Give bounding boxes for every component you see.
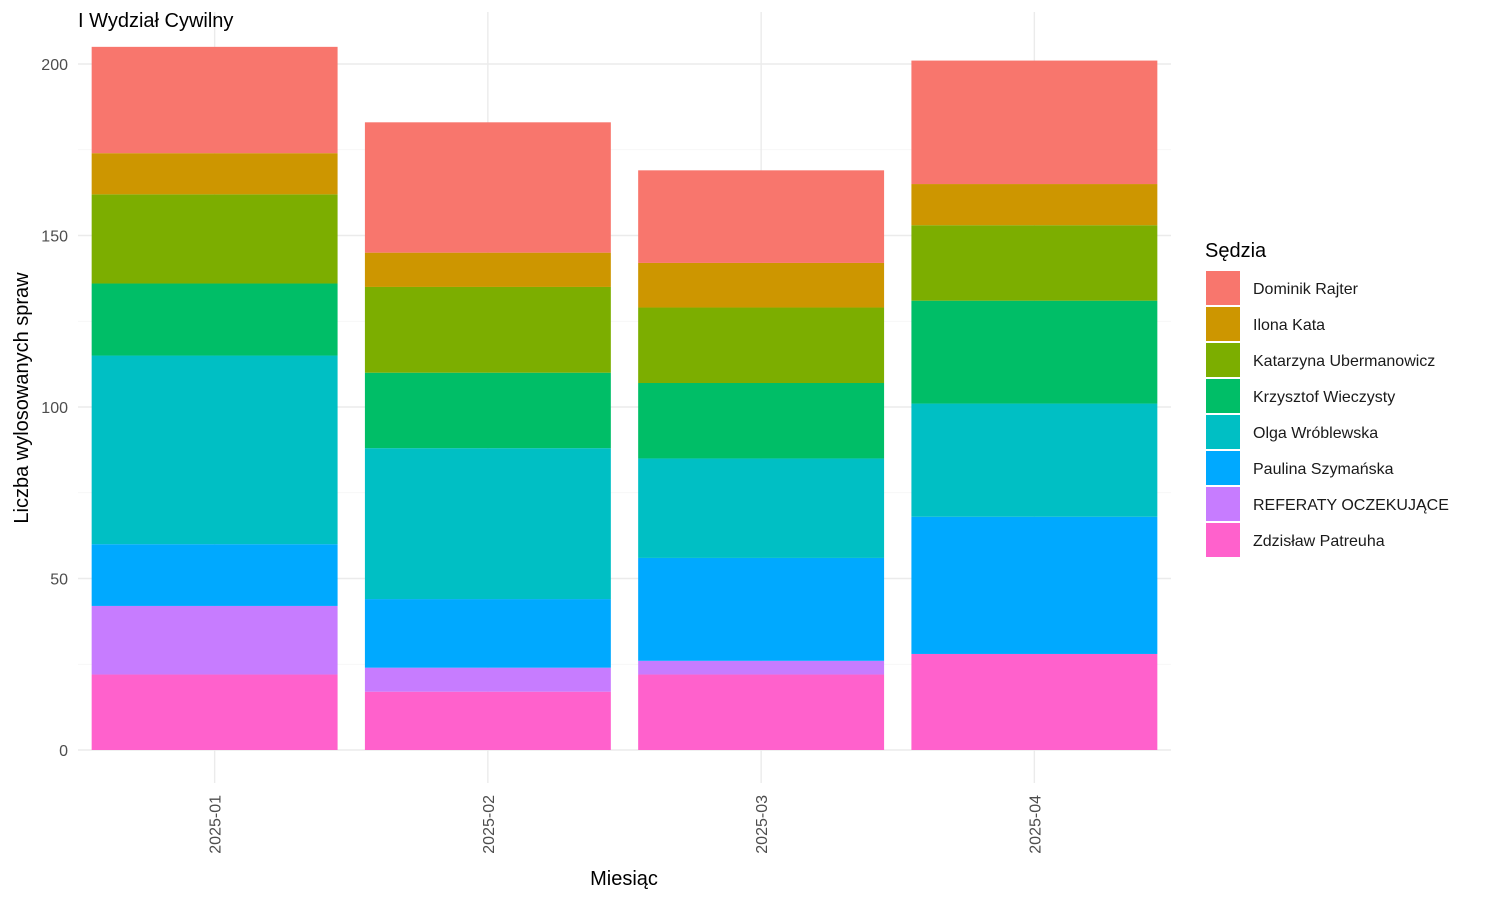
legend-swatch [1206,379,1240,413]
legend-label: Dominik Rajter [1253,281,1359,298]
legend-swatch [1206,523,1240,557]
x-tick-label: 2025-04 [1027,795,1044,854]
bar-segment [911,184,1158,226]
x-tick-label: 2025-03 [754,795,771,854]
y-tick-label: 50 [50,572,68,589]
bar-segment [638,170,885,263]
y-tick-label: 0 [59,743,68,760]
chart-title: I Wydział Cywilny [78,10,233,32]
bar-segment [911,516,1158,654]
bar-segment [91,674,338,750]
bar-segment [364,667,611,692]
legend-swatch [1206,451,1240,485]
bar-segment [364,599,611,668]
legend: Sędzia Dominik Rajter Ilona Kata Katarzyna… [1205,240,1449,557]
bar-segment [638,262,885,308]
bar-segment [91,46,338,154]
bar-segment [638,674,885,750]
legend-swatch [1206,271,1240,305]
bar-segment [911,403,1158,517]
legend-swatch [1206,343,1240,377]
legend-swatch [1206,307,1240,341]
legend-label: Zdzisław Patreuha [1253,533,1385,550]
bar-segment [911,225,1158,301]
bar-segment [364,252,611,287]
y-tick-label: 150 [41,229,68,246]
x-tick-label: 2025-01 [208,795,225,854]
y-axis-title: Liczba wylosowanych spraw [11,272,33,524]
x-axis-title: Miesiąc [590,868,658,890]
legend-label: Katarzyna Ubermanowicz [1253,353,1435,370]
bar-segment [638,382,885,459]
bar-segment [91,153,338,195]
bar-segment [364,691,611,750]
x-tick-label: 2025-02 [481,795,498,854]
bar-segment [91,194,338,284]
bar-segment [364,286,611,373]
legend-label: REFERATY OCZEKUJĄCE [1253,497,1449,514]
legend-label: Ilona Kata [1253,317,1325,334]
legend-label: Paulina Szymańska [1253,461,1394,478]
bars [91,46,1158,750]
bar-segment [91,544,338,606]
bar-segment [638,557,885,661]
bar-segment [364,122,611,253]
bar-segment [91,605,338,675]
y-tick-label: 100 [41,400,68,417]
legend-label: Olga Wróblewska [1253,425,1378,442]
bar-segment [364,448,611,600]
bar-segment [638,660,885,675]
y-axis-ticks: 0 50 100 150 200 [41,57,68,760]
bar-segment [911,653,1158,750]
bar-segment [638,458,885,558]
bar-segment [638,307,885,383]
legend-swatch [1206,487,1240,521]
legend-label: Krzysztof Wieczysty [1253,389,1395,406]
legend-title: Sędzia [1205,240,1267,262]
x-axis-ticks: 2025-01 2025-02 2025-03 2025-04 [208,795,1045,854]
bar-segment [911,300,1158,404]
bar-segment [91,283,338,356]
bar-segment [911,60,1158,185]
bar-segment [91,355,338,545]
bar-segment [364,372,611,449]
y-tick-label: 200 [41,57,68,74]
legend-swatch [1206,415,1240,449]
